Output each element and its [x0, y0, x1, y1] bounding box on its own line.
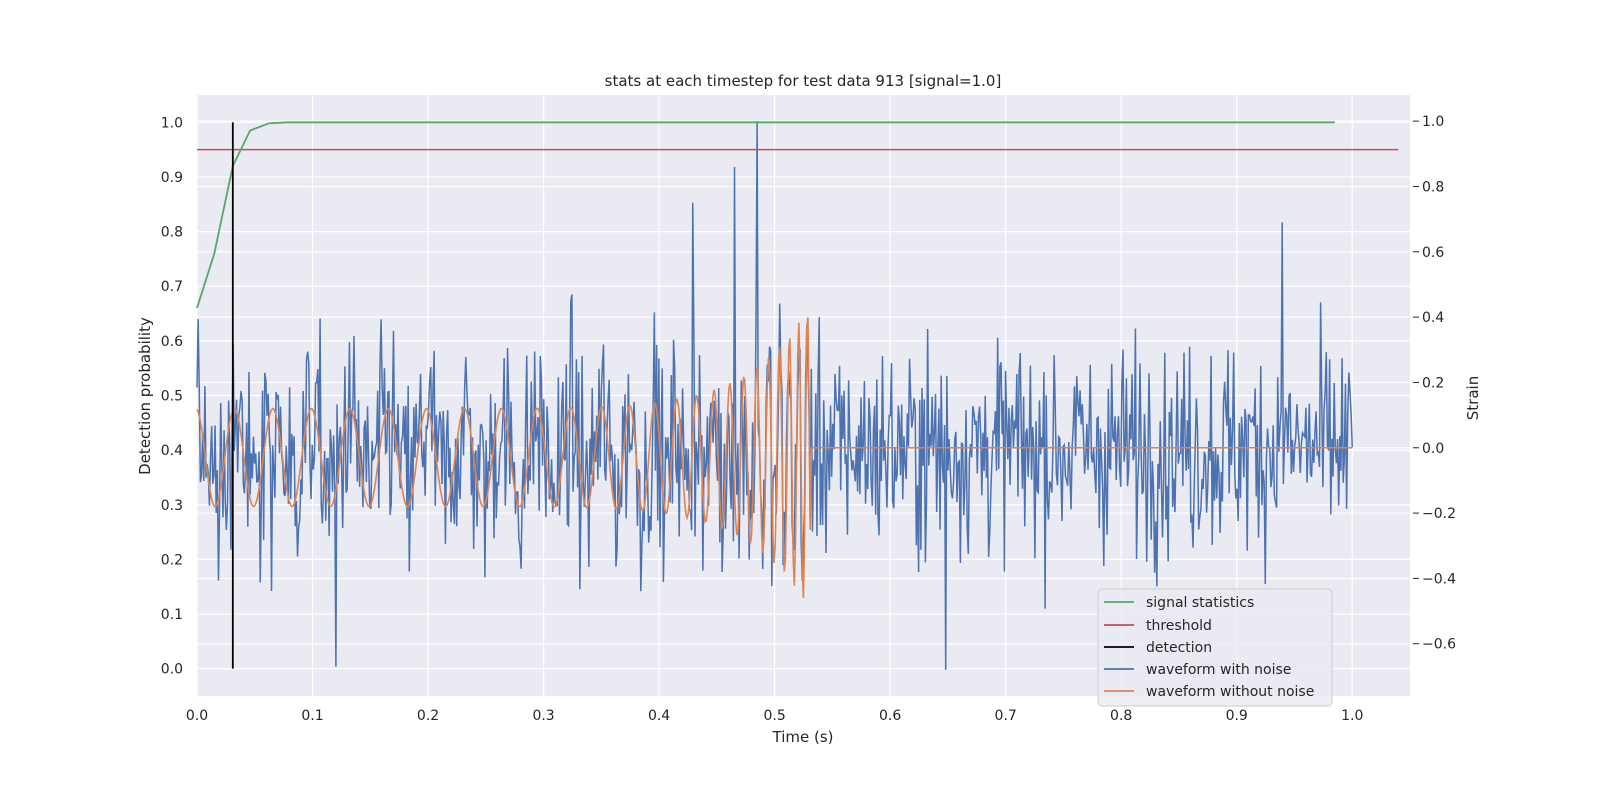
- legend-label-waveform-with-noise: waveform with noise: [1146, 662, 1291, 678]
- x-tick-label: 0.7: [995, 708, 1017, 724]
- x-axis-label: Time (s): [772, 728, 834, 746]
- y-tick-label-left: 0.7: [161, 279, 183, 295]
- chart-title: stats at each timestep for test data 913…: [605, 72, 1002, 90]
- x-tick-label: 0.9: [1226, 708, 1248, 724]
- series-waveform-without-noise: [196, 317, 1353, 598]
- y-tick-label-left: 1.0: [161, 115, 183, 131]
- y-tick-label-right: 0.2: [1422, 375, 1444, 391]
- y-tick-label-right: 0.0: [1422, 441, 1444, 457]
- y-axis-label-left: Detection probability: [136, 317, 154, 475]
- x-tick-label: 0.0: [186, 708, 208, 724]
- x-tick-label: 0.5: [763, 708, 785, 724]
- x-tick-label: 0.1: [301, 708, 323, 724]
- y-tick-label-right: 1.0: [1422, 114, 1444, 130]
- y-tick-label-left: 0.5: [161, 389, 183, 405]
- y-tick-label-left: 0.3: [161, 498, 183, 514]
- x-tick-label: 0.2: [417, 708, 439, 724]
- x-tick-label: 0.4: [648, 708, 670, 724]
- y-tick-label-left: 0.6: [161, 334, 183, 350]
- y-tick-label-left: 0.8: [161, 225, 183, 241]
- series-waveform-with-noise: [196, 121, 1353, 670]
- legend-label-signal-statistics: signal statistics: [1146, 595, 1254, 611]
- y-tick-label-right: −0.6: [1422, 637, 1456, 653]
- y-tick-label-right: 0.8: [1422, 179, 1444, 195]
- y-tick-label-right: −0.2: [1422, 506, 1456, 522]
- legend-label-detection: detection: [1146, 640, 1212, 656]
- y-axis-label-right: Strain: [1464, 376, 1482, 420]
- y-tick-label-left: 0.0: [161, 662, 183, 678]
- y-tick-label-left: 0.2: [161, 552, 183, 568]
- legend-label-threshold: threshold: [1146, 618, 1212, 634]
- y-tick-label-left: 0.9: [161, 170, 183, 186]
- y-tick-label-right: 0.4: [1422, 310, 1444, 326]
- y-tick-label-left: 0.1: [161, 607, 183, 623]
- legend: signal statistics threshold detection wa…: [1097, 588, 1333, 707]
- x-tick-label: 1.0: [1341, 708, 1363, 724]
- tick-labels: 0.0 0.1 0.2 0.3 0.4 0.5 0.6 0.7 0.8 0.9 1.0 0.0 0.1 0…: [161, 114, 1456, 724]
- y-tick-label-right: 0.6: [1422, 245, 1444, 261]
- series-layer: [196, 121, 1399, 670]
- x-tick-label: 0.3: [532, 708, 554, 724]
- legend-label-waveform-without-noise: waveform without noise: [1146, 684, 1314, 700]
- series-signal-statistics: [196, 121, 1335, 309]
- y-tick-label-right: −0.4: [1422, 571, 1456, 587]
- y-tick-label-left: 0.4: [161, 443, 183, 459]
- legend-box: [1097, 588, 1333, 707]
- x-tick-label: 0.6: [879, 708, 901, 724]
- x-tick-label: 0.8: [1110, 708, 1132, 724]
